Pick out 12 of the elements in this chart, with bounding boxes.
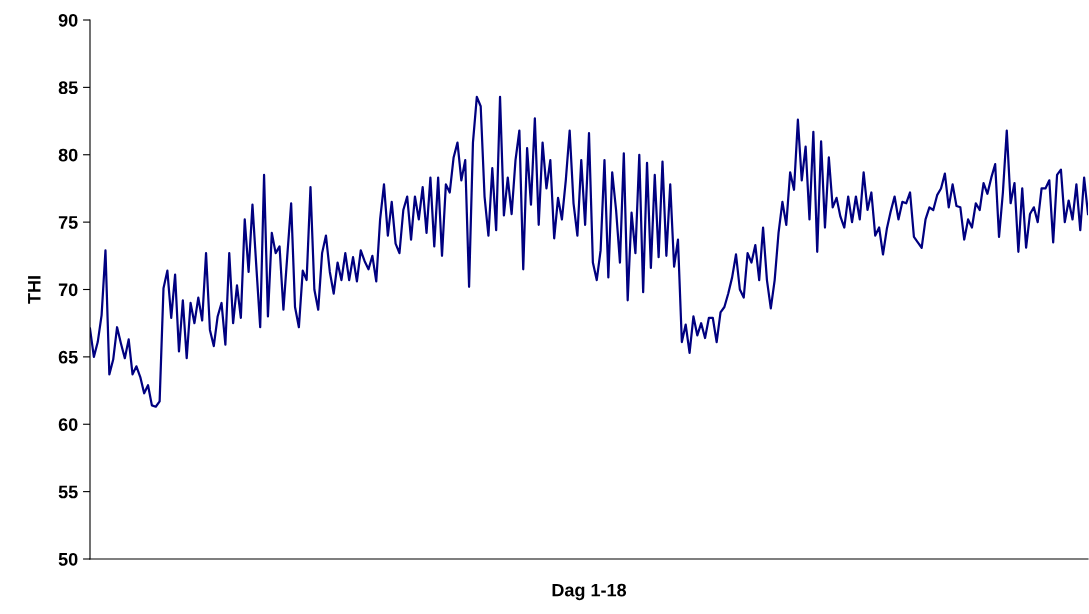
y-axis-title: THI [28,276,41,304]
y-tick-label: 55 [58,485,78,499]
y-tick-label: 80 [58,148,78,162]
line-series [90,95,1088,408]
y-tick-label: 50 [58,552,78,566]
y-tick-label: 85 [58,81,78,95]
x-axis-title: Dag 1-18 [552,583,627,601]
y-tick-label: 75 [58,216,78,229]
y-tick-label: 90 [58,13,78,27]
y-tick-label: 65 [58,350,78,364]
y-tick-label: 60 [58,418,78,431]
y-tick-label: 70 [58,283,78,297]
